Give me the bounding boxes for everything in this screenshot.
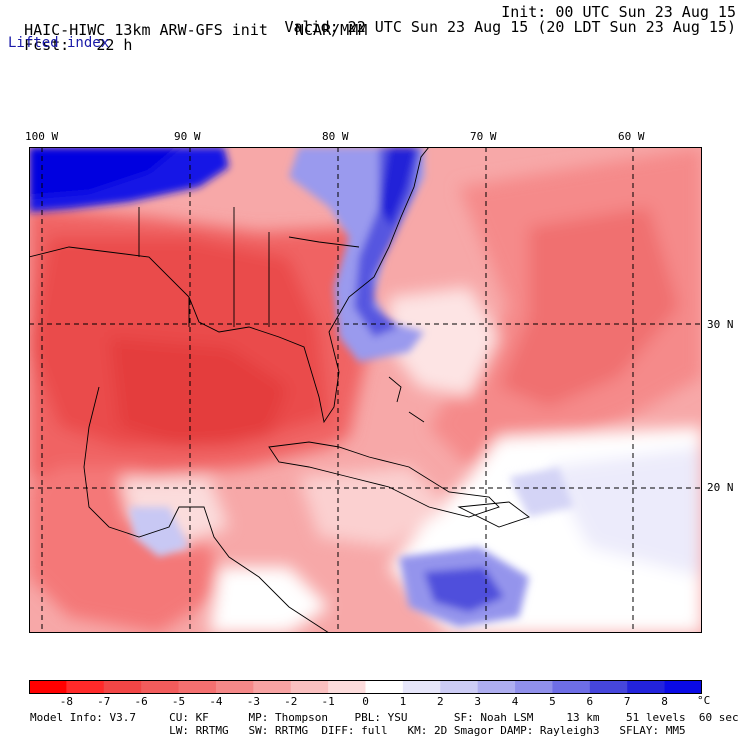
model-info-line2: LW: RRTMG SW: RRTMG DIFF: full KM: 2D Sm… bbox=[30, 724, 686, 737]
colorbar-swatch bbox=[29, 680, 67, 694]
lon-tick-70w: 70 W bbox=[470, 130, 497, 143]
colorbar-swatch bbox=[103, 680, 142, 694]
colorbar-swatch bbox=[328, 680, 366, 694]
colorbar-label: 8 bbox=[661, 695, 668, 708]
colorbar-swatch bbox=[515, 680, 553, 694]
colorbar-swatch bbox=[477, 680, 516, 694]
colorbar-label: 5 bbox=[549, 695, 556, 708]
colorbar-label: -6 bbox=[134, 695, 148, 708]
colorbar-label: 7 bbox=[623, 695, 631, 708]
colorbar-label: 3 bbox=[474, 695, 481, 708]
model-info-line1: Model Info: V3.7 CU: KF MP: Thompson PBL… bbox=[30, 711, 739, 724]
colorbar-swatch bbox=[178, 680, 217, 694]
colorbar-label: -1 bbox=[321, 695, 335, 708]
field-name: Lifted index bbox=[8, 35, 110, 51]
colorbar-label: -8 bbox=[59, 695, 73, 708]
colorbar-swatch bbox=[589, 680, 628, 694]
colorbar-swatch bbox=[365, 680, 404, 694]
colorbar-swatch bbox=[66, 680, 105, 694]
colorbar-label: 6 bbox=[586, 695, 594, 708]
colorbar-unit: °C bbox=[697, 694, 711, 707]
colorbar-swatch bbox=[402, 680, 441, 694]
lat-tick-20n: 20 N bbox=[707, 481, 734, 494]
colorbar-label: -7 bbox=[97, 695, 111, 708]
lon-tick-60w: 60 W bbox=[618, 130, 645, 143]
lon-tick-100w: 100 W bbox=[25, 130, 59, 143]
colorbar-swatch bbox=[664, 680, 702, 694]
valid-time: Valid: 22 UTC Sun 23 Aug 15 (20 LDT Sun … bbox=[284, 18, 736, 36]
fcst-value: 22 h bbox=[96, 36, 133, 54]
lifted-index-map bbox=[29, 147, 702, 633]
lat-tick-30n: 30 N bbox=[707, 318, 734, 331]
forecast-hour: Fcst: 22 h bbox=[6, 18, 132, 54]
lon-tick-80w: 80 W bbox=[322, 130, 349, 143]
colorbar-label: -4 bbox=[209, 695, 223, 708]
colorbar-swatch bbox=[440, 680, 479, 694]
init-time: Init: 00 UTC Sun 23 Aug 15 bbox=[501, 3, 736, 21]
colorbar-label: -2 bbox=[284, 695, 298, 708]
colorbar-swatch bbox=[552, 680, 591, 694]
model-title: HAIC-HIWC 13km ARW-GFS init NCAR/MMM bbox=[6, 3, 367, 39]
lon-tick-90w: 90 W bbox=[174, 130, 201, 143]
colorbar-label: -3 bbox=[246, 695, 260, 708]
colorbar-swatch bbox=[141, 680, 180, 694]
fcst-label: Fcst: bbox=[24, 36, 70, 54]
colorbar-swatch bbox=[627, 680, 666, 694]
colorbar-swatch bbox=[253, 680, 292, 694]
model-name: HAIC-HIWC 13km ARW-GFS init bbox=[24, 21, 268, 39]
colorbar-label: 4 bbox=[511, 695, 519, 708]
organization: NCAR/MMM bbox=[295, 21, 368, 39]
colorbar-label: 1 bbox=[399, 695, 407, 708]
colorbar-swatch bbox=[290, 680, 329, 694]
colorbar-label: -5 bbox=[171, 695, 186, 708]
colorbar-label: 2 bbox=[436, 695, 444, 708]
colorbar-swatch bbox=[215, 680, 254, 694]
colorbar-label: 0 bbox=[362, 695, 369, 708]
colorbar-border bbox=[29, 680, 702, 694]
colorbar bbox=[29, 680, 702, 694]
